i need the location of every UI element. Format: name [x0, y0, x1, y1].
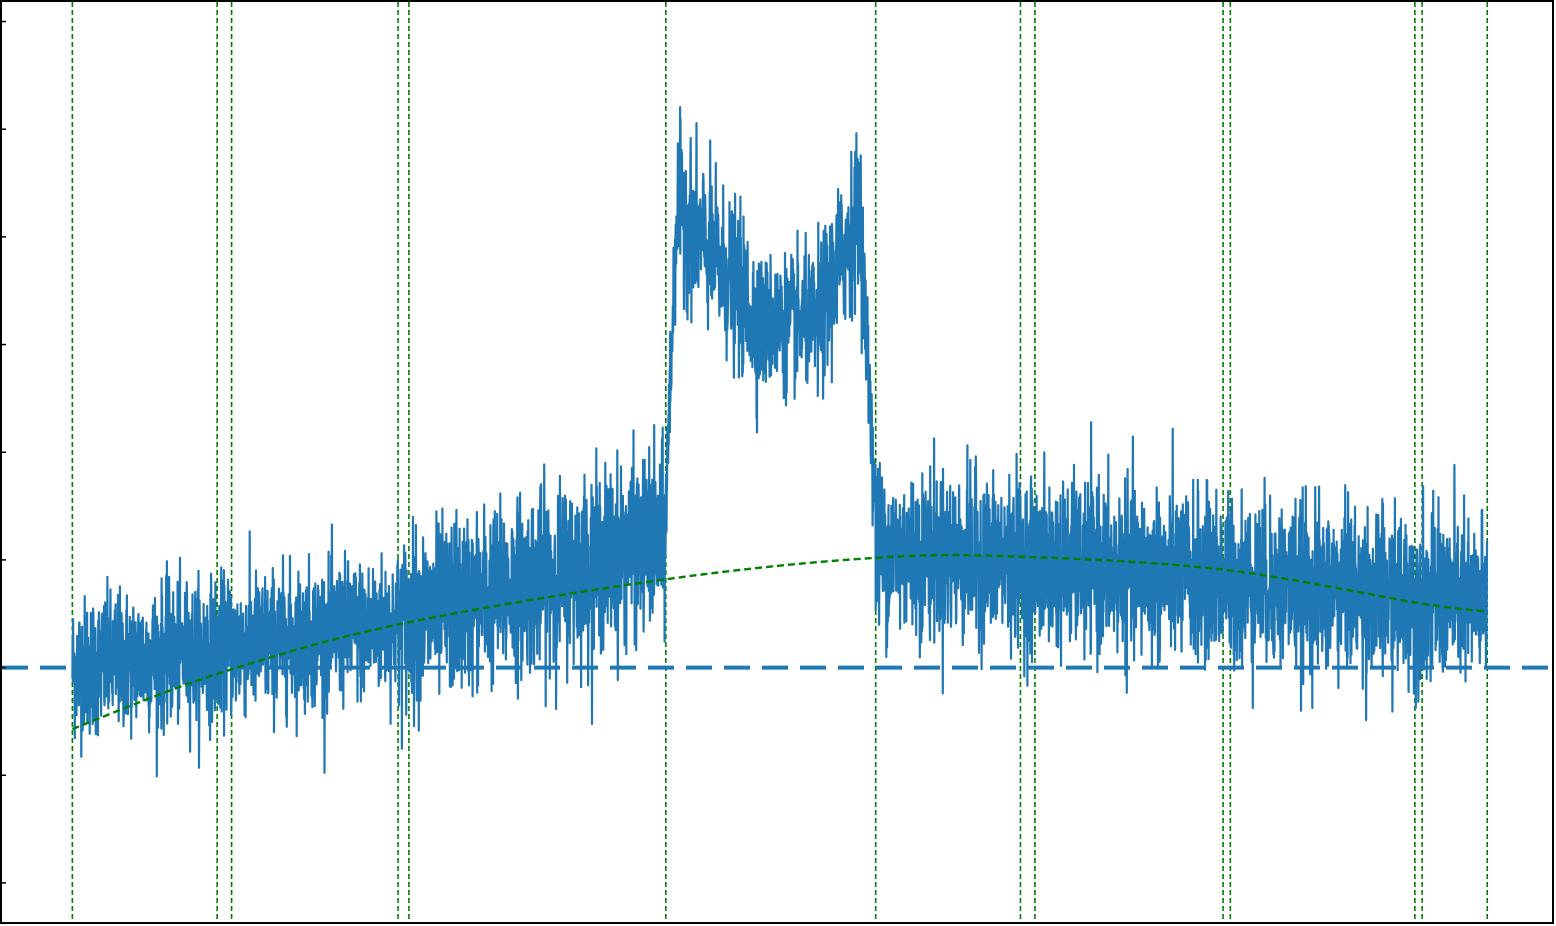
- vertical-markers: [71, 2, 1489, 924]
- signal-series-line: [71, 105, 1489, 778]
- fit-curve-line: [71, 553, 1488, 731]
- fit-curve-layer: [71, 553, 1488, 731]
- series-layer: [71, 105, 1489, 778]
